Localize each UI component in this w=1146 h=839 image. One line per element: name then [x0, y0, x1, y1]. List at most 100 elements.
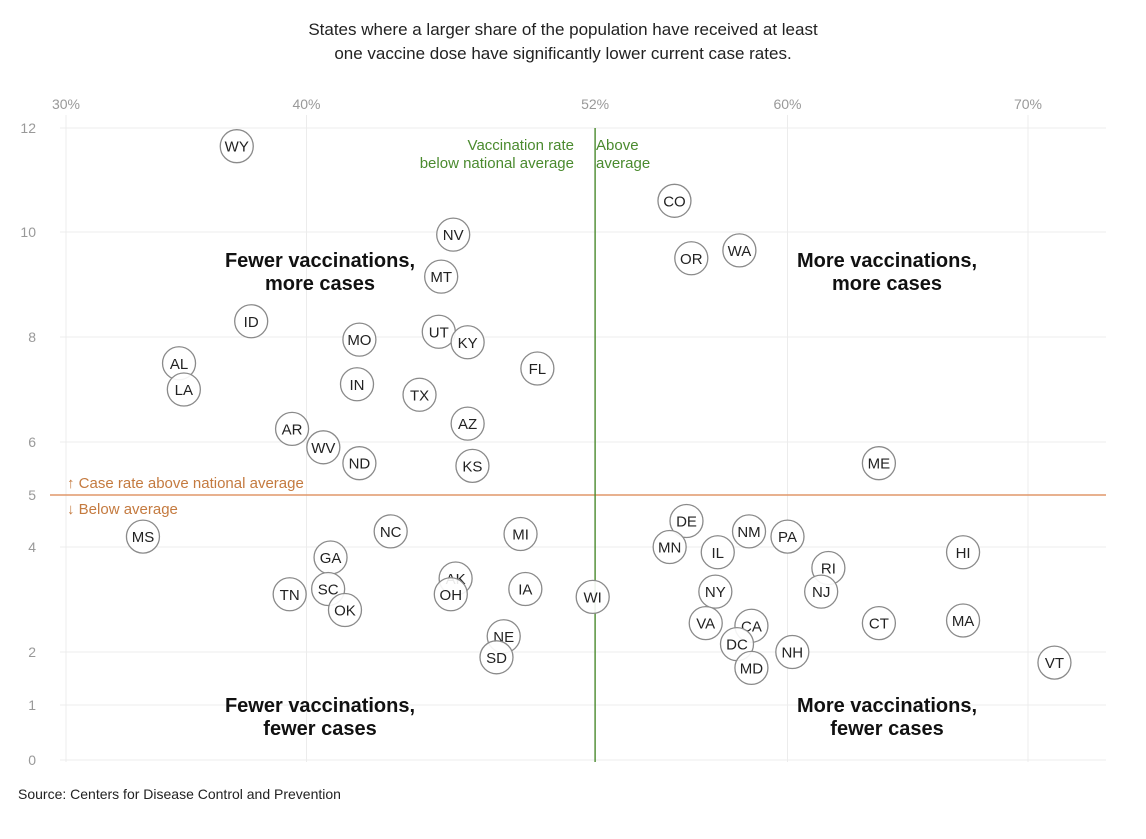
state-point-ny: NY: [698, 574, 733, 609]
state-point-marker: [327, 592, 363, 628]
chart-title: States where a larger share of the popul…: [0, 18, 1126, 66]
state-point-tn: TN: [272, 577, 307, 612]
state-point-ia: IA: [508, 571, 543, 607]
state-point-nv: NV: [436, 217, 471, 252]
state-point-tx: TX: [402, 377, 437, 412]
state-point-az: AZ: [450, 406, 485, 441]
state-point-label: MN: [658, 540, 681, 557]
quadrant-bottom-left-line-1: Fewer vaccinations,: [225, 695, 415, 717]
state-point-label: WV: [311, 440, 335, 457]
state-point-label: TN: [280, 587, 300, 604]
state-point-la: LA: [166, 372, 201, 407]
state-point-label: NY: [705, 584, 726, 601]
x-tick-label: 70%: [1014, 96, 1042, 112]
state-point-ri: RI: [811, 550, 846, 586]
state-point-marker: [166, 372, 201, 407]
state-point-ar: AR: [274, 411, 310, 447]
quadrant-top-right-line-1: More vaccinations,: [797, 250, 977, 272]
quadrant-bottom-right-line-2: fewer cases: [830, 718, 943, 740]
state-point-marker: [125, 519, 161, 554]
state-point-label: OH: [440, 587, 463, 604]
state-points: WY NV MT ID UT MO KY AL FL LA IN TX AZ AR WV ND KS ME CO WA…: [125, 129, 1072, 686]
state-point-label: NH: [781, 645, 803, 662]
y-tick-label: 5: [28, 487, 36, 503]
state-point-label: VT: [1045, 655, 1064, 672]
y-tick-label: 6: [28, 434, 36, 450]
state-point-pa: PA: [770, 519, 805, 554]
state-point-label: KY: [458, 335, 478, 352]
y-tick-label: 1: [28, 697, 36, 713]
state-point-nh: NH: [775, 634, 810, 670]
state-point-marker: [450, 406, 485, 441]
state-point-marker: [945, 535, 981, 570]
state-point-marker: [433, 577, 468, 612]
state-point-label: CO: [663, 193, 686, 210]
state-point-ks: KS: [455, 448, 490, 484]
state-point-label: PA: [778, 529, 797, 546]
state-point-marker: [436, 217, 471, 252]
state-point-id: ID: [234, 304, 269, 339]
state-point-sd: SD: [479, 640, 514, 675]
state-point-label: MD: [740, 660, 763, 677]
case-above-annotation: ↑ Case rate above national average: [67, 475, 304, 492]
quadrant-top-left-line-2: more cases: [265, 273, 375, 295]
state-point-label: WY: [225, 139, 249, 156]
state-point-marker: [342, 446, 377, 481]
vacc-above-annotation-line-1: Above: [596, 137, 639, 154]
source-note: Source: Centers for Disease Control and …: [18, 786, 341, 802]
state-point-label: DC: [726, 637, 748, 654]
state-point-ms: MS: [125, 519, 161, 554]
state-point-vt: VT: [1037, 645, 1072, 680]
state-point-marker: [508, 571, 543, 607]
y-tick-label: 10: [20, 224, 36, 240]
state-point-marker: [306, 430, 341, 465]
state-point-mt: MT: [424, 259, 459, 294]
state-point-label: MA: [952, 613, 975, 630]
state-point-wy: WY: [219, 129, 254, 164]
state-point-label: ME: [868, 456, 891, 473]
state-point-label: NJ: [812, 584, 830, 601]
quadrant-top-right-line-2: more cases: [832, 273, 942, 295]
state-point-ga: GA: [313, 540, 348, 575]
state-point-marker: [575, 579, 610, 615]
quadrant-top-left-line-1: Fewer vaccinations,: [225, 250, 415, 272]
state-point-label: MI: [512, 527, 529, 544]
state-point-label: MT: [430, 269, 452, 286]
state-point-me: ME: [861, 446, 897, 481]
state-point-marker: [234, 304, 269, 339]
state-point-marker: [342, 322, 377, 357]
state-point-nm: NM: [731, 514, 767, 549]
gridlines: [60, 115, 1106, 762]
state-point-marker: [503, 516, 538, 552]
state-point-label: SC: [318, 582, 339, 599]
vacc-below-annotation-line-2: below national average: [420, 155, 574, 172]
state-point-label: IL: [711, 545, 724, 562]
state-point-marker: [669, 503, 704, 539]
state-point-marker: [674, 241, 709, 276]
state-point-label: AL: [170, 356, 188, 373]
chart-title-line-1: States where a larger share of the popul…: [308, 20, 818, 39]
state-point-marker: [657, 183, 692, 218]
vacc-above-annotation-line-2: average: [596, 155, 650, 172]
state-point-marker: [455, 448, 490, 484]
state-point-label: OK: [334, 603, 356, 620]
state-point-label: HI: [956, 545, 971, 562]
state-point-label: RI: [821, 561, 836, 578]
state-point-marker: [861, 605, 897, 641]
state-point-mi: MI: [503, 516, 538, 552]
state-point-md: MD: [734, 650, 769, 686]
x-tick-label: 52%: [581, 96, 609, 112]
x-tick-label: 60%: [773, 96, 801, 112]
state-point-label: NV: [443, 227, 464, 244]
state-point-marker: [775, 634, 810, 670]
state-point-marker: [219, 129, 254, 164]
case-below-annotation: ↓ Below average: [67, 501, 178, 518]
state-point-label: SD: [486, 650, 507, 667]
state-point-marker: [520, 351, 555, 386]
state-point-mn: MN: [652, 529, 687, 565]
state-point-in: IN: [339, 367, 375, 402]
state-point-label: ND: [349, 456, 371, 473]
annotations: Vaccination rate below national average …: [67, 137, 650, 518]
state-point-marker: [698, 574, 733, 609]
